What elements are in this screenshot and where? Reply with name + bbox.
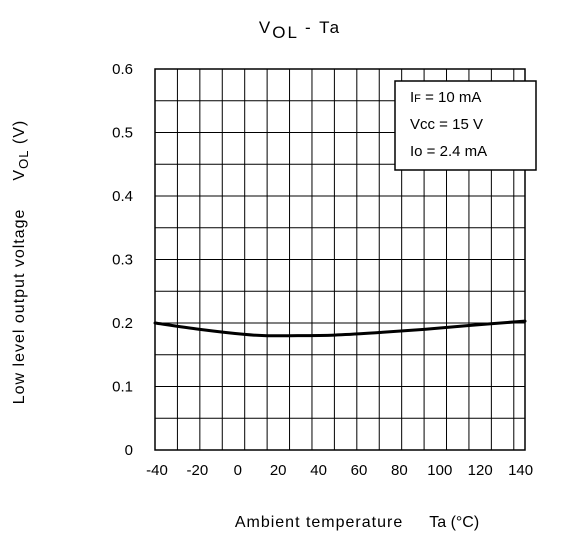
x-tick-label: 20 [270, 462, 287, 479]
x-tick-labels: -40 -20 0 20 40 60 80 100 120 140 [146, 462, 533, 479]
x-tick-label: -20 [187, 462, 209, 479]
y-axis-label: Low level output voltage VOL (V) [11, 120, 31, 404]
x-axis-label-main: Ambient temperature [235, 514, 403, 531]
x-axis-label: Ambient temperature Ta (°C) [235, 514, 479, 531]
y-axis-label-main: Low level output voltage [11, 209, 28, 405]
chart-title-sub: OL [272, 23, 298, 42]
condition-vcc: Vcc = 15 V [410, 116, 483, 133]
condition-if-main: I [410, 89, 414, 106]
y-axis-symbol-unit: (V) [11, 120, 28, 150]
x-tick-label: -40 [146, 462, 168, 479]
chart-title-rest: - T [298, 18, 329, 37]
y-tick-label: 0.3 [112, 252, 133, 269]
x-tick-label: 40 [310, 462, 327, 479]
condition-io: Io = 2.4 mA [410, 143, 487, 160]
condition-if: IF = 10 mA [410, 89, 481, 106]
chart-title-tail: a [330, 18, 341, 37]
condition-if-sub: F [414, 93, 421, 105]
y-tick-label: 0 [125, 442, 133, 459]
series-line-vol [153, 319, 527, 338]
y-tick-label: 0.5 [112, 125, 133, 142]
x-tick-label: 60 [351, 462, 368, 479]
plot-frame [154, 68, 526, 451]
y-tick-label: 0.1 [112, 379, 133, 396]
conditions-box [394, 80, 537, 171]
y-tick-label: 0.2 [112, 315, 133, 332]
chart-title-main: V [259, 18, 272, 37]
y-axis-symbol-main: V [11, 169, 28, 181]
condition-if-rest: = 10 mA [421, 89, 481, 106]
x-tick-label: 140 [508, 462, 533, 479]
series-group [153, 319, 527, 338]
y-axis-symbol-sub: OL [16, 150, 31, 169]
chart-title: VOL - Ta [259, 18, 341, 42]
x-tick-label: 80 [391, 462, 408, 479]
x-tick-label: 120 [468, 462, 493, 479]
y-tick-label: 0.6 [112, 61, 133, 78]
x-tick-label: 0 [234, 462, 242, 479]
x-tick-label: 100 [427, 462, 452, 479]
x-axis-label-symbol: Ta (°C) [429, 514, 479, 531]
y-tick-label: 0.4 [112, 188, 133, 205]
y-tick-labels: 0 0.1 0.2 0.3 0.4 0.5 0.6 [112, 61, 133, 459]
